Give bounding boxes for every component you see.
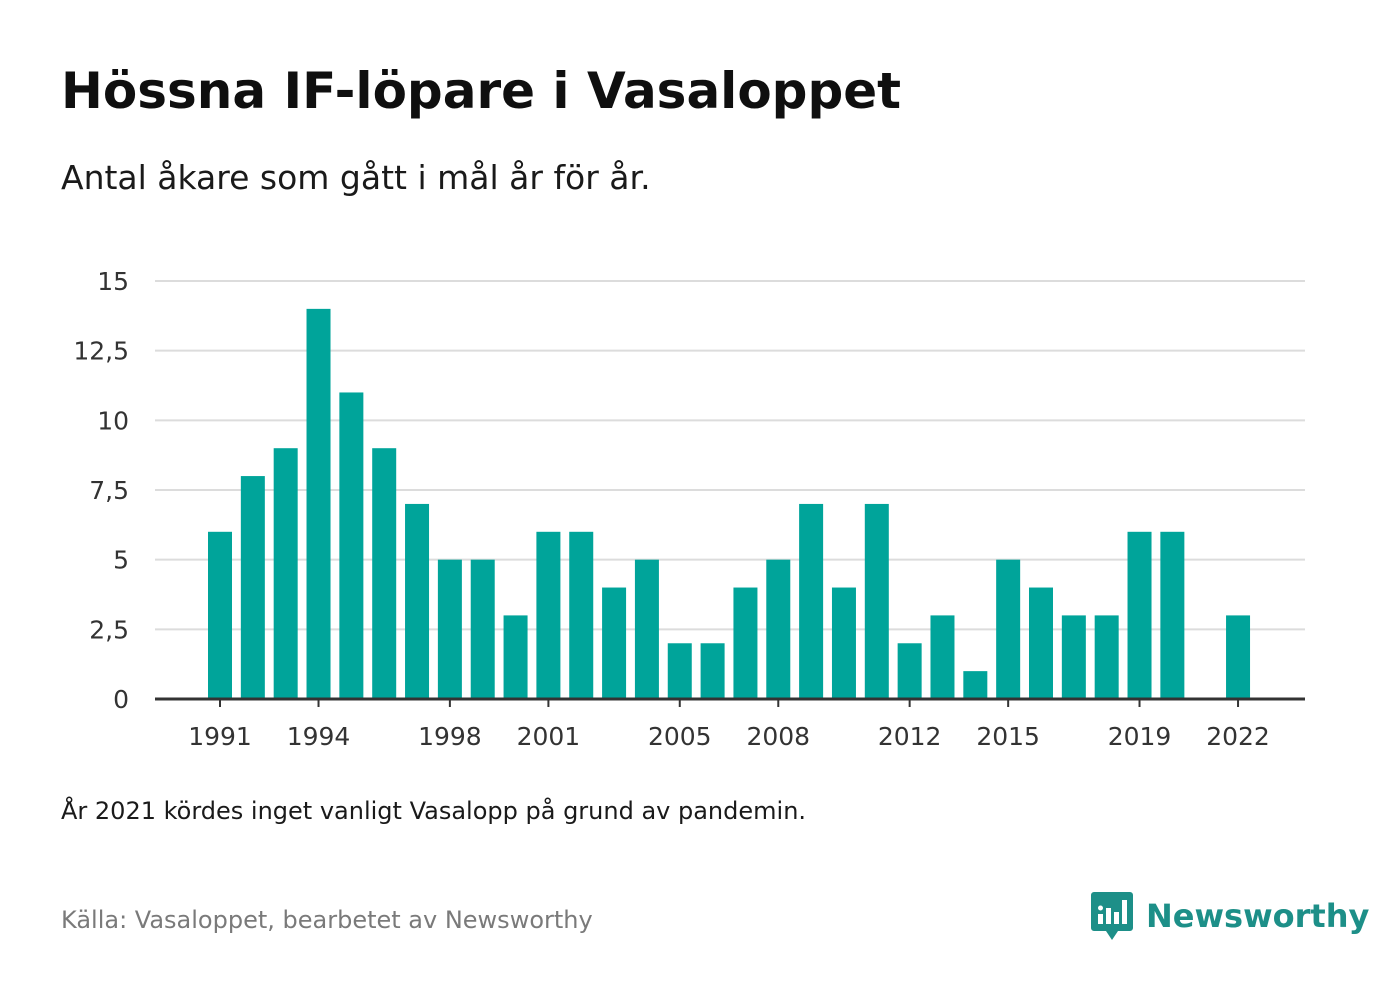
bar-2007	[733, 587, 758, 699]
bar-2003	[602, 587, 627, 699]
y-tick-label: 5	[113, 546, 129, 575]
bar-2002	[569, 531, 594, 699]
x-tick-label: 2005	[648, 722, 712, 751]
bar-chart: 0 2,5 5 7,5 10 12,5 15 1991 1994 1998 2001 2005 2008…	[73, 267, 1305, 751]
bar-2006	[700, 643, 725, 699]
source-text: Källa: Vasaloppet, bearbetet av Newswort…	[61, 906, 593, 934]
x-tick-label: 1994	[287, 722, 351, 751]
bar-1991	[208, 531, 232, 699]
chart-title: Hössna IF-löpare i Vasaloppet	[61, 62, 902, 120]
bar-2001	[536, 531, 561, 699]
bar-2004	[634, 559, 659, 699]
newsworthy-brand: Newsworthy	[1090, 890, 1369, 942]
bar-2011	[864, 503, 889, 699]
x-tick-label: 1991	[188, 722, 252, 751]
bar-2019	[1127, 531, 1152, 699]
y-tick-label: 10	[97, 406, 129, 435]
y-tick-label: 7,5	[89, 476, 129, 505]
bar-1995	[339, 392, 364, 699]
x-tick-label: 1998	[418, 722, 482, 751]
x-tick-label: 2001	[517, 722, 581, 751]
bar-2018	[1094, 615, 1119, 699]
bar-2013	[930, 615, 955, 699]
bar-2008	[766, 559, 791, 699]
chart-note: År 2021 kördes inget vanligt Vasalopp på…	[61, 797, 807, 825]
newsworthy-bar-chart-logo-icon	[1091, 892, 1133, 940]
bar-1998	[437, 559, 462, 699]
x-tick-label: 2012	[878, 722, 942, 751]
bar-2010	[831, 587, 856, 699]
bar-2016	[1029, 587, 1053, 699]
bar-1996	[372, 448, 397, 699]
bar-1999	[470, 559, 495, 699]
y-tick-label: 2,5	[89, 615, 129, 644]
bar-2012	[897, 643, 922, 699]
bar-2015	[996, 559, 1021, 699]
bar-2000	[503, 615, 528, 699]
bar-1993	[273, 448, 298, 699]
bar-1992	[240, 476, 265, 699]
chart-subtitle: Antal åkare som gått i mål år för år.	[61, 158, 651, 197]
bar-2005	[667, 643, 692, 699]
x-tick-label: 2022	[1206, 722, 1270, 751]
y-tick-label: 15	[97, 267, 129, 296]
x-tick-label: 2008	[746, 722, 810, 751]
bar-1997	[405, 503, 430, 699]
bar-2009	[799, 503, 824, 699]
bar-2017	[1061, 615, 1086, 699]
bar-2014	[963, 671, 988, 699]
bar-1994	[306, 308, 331, 699]
x-tick-label: 2015	[976, 722, 1040, 751]
x-tick-label: 2019	[1108, 722, 1172, 751]
bar-2020	[1160, 531, 1185, 699]
bar-2022	[1226, 615, 1251, 699]
brand-name: Newsworthy	[1146, 897, 1370, 935]
y-tick-label: 12,5	[73, 337, 129, 366]
y-tick-label: 0	[113, 685, 129, 714]
